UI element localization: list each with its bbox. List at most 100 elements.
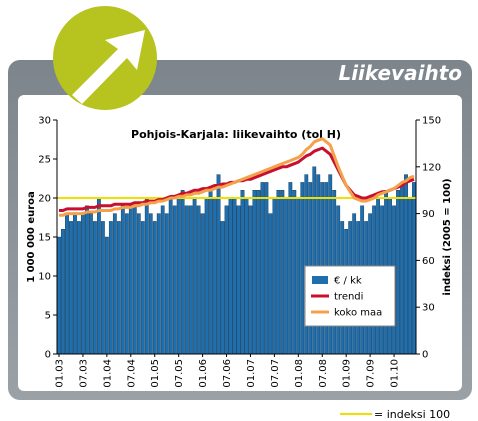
bar <box>316 174 321 355</box>
bar <box>264 182 269 355</box>
bar <box>396 189 400 355</box>
bar <box>132 205 137 355</box>
y-tick-label: 25 <box>38 155 51 166</box>
bar <box>236 205 241 355</box>
x-tick-label: 01.06 <box>198 359 209 388</box>
bar <box>272 197 277 355</box>
y2-tick-label: 150 <box>422 116 441 127</box>
bar <box>112 213 117 355</box>
bar <box>156 213 161 355</box>
reference-label: = indeksi 100 <box>374 408 450 421</box>
bar <box>400 182 404 355</box>
y2-tick-label: 90 <box>422 209 435 220</box>
logo-circle <box>53 6 157 110</box>
bar <box>200 213 205 355</box>
chart-title: Pohjois-Karjala: liikevaihto (tol H) <box>131 128 341 141</box>
bar <box>188 205 193 355</box>
bar <box>204 197 209 355</box>
bar <box>77 221 81 355</box>
y-tick-label: 20 <box>38 194 51 205</box>
bar <box>89 213 93 355</box>
bar <box>216 174 221 355</box>
bar <box>244 197 249 355</box>
bar <box>328 174 333 355</box>
legend-label: € / kk <box>334 276 362 287</box>
bar <box>172 205 177 355</box>
x-tick-label: 07.09 <box>366 359 377 388</box>
bar <box>184 205 189 355</box>
y2-axis-label: indeksi (2005 = 100) <box>442 178 453 295</box>
bar <box>252 189 257 355</box>
y-axis-label: 1 000 000 euroa <box>26 191 37 283</box>
y2-tick-label: 0 <box>422 350 428 361</box>
bar <box>160 205 165 355</box>
y-tick-label: 10 <box>38 272 51 283</box>
bar <box>100 221 105 355</box>
legend-label: trendi <box>334 292 363 303</box>
bar <box>65 213 69 355</box>
bar <box>192 197 197 355</box>
bar <box>280 189 285 355</box>
bar <box>120 205 125 355</box>
bar <box>408 197 412 355</box>
x-tick-label: 01.04 <box>102 359 113 388</box>
x-tick-label: 07.07 <box>270 359 281 388</box>
x-tick-label: 01.08 <box>294 359 305 388</box>
bar <box>85 205 89 355</box>
bar <box>104 236 109 355</box>
bar <box>256 189 261 355</box>
bar <box>144 197 149 355</box>
bar <box>268 213 273 355</box>
bar <box>412 182 416 355</box>
x-tick-label: 07.05 <box>174 359 185 388</box>
bar <box>240 189 245 355</box>
x-tick-label: 07.03 <box>78 359 89 388</box>
y-tick-label: 0 <box>45 350 51 361</box>
bar <box>108 221 113 355</box>
y2-tick-label: 120 <box>422 162 441 173</box>
bar <box>248 205 253 355</box>
legend-swatch <box>312 276 328 284</box>
bar <box>152 221 157 355</box>
bar <box>96 197 101 355</box>
bar <box>220 221 225 355</box>
bar <box>180 189 185 355</box>
x-tick-label: 07.04 <box>126 359 137 388</box>
bar <box>304 174 309 355</box>
bar <box>276 189 281 355</box>
x-tick-label: 01.09 <box>342 359 353 388</box>
y-tick-label: 5 <box>45 311 51 322</box>
bar <box>212 197 217 355</box>
bar <box>124 213 129 355</box>
bar <box>69 221 73 355</box>
logo-arrow <box>72 30 145 104</box>
bar <box>136 213 141 355</box>
bar <box>224 205 229 355</box>
legend-label: koko maa <box>334 308 382 319</box>
bar <box>148 213 153 355</box>
bar <box>228 197 233 355</box>
bar <box>288 182 293 355</box>
bar <box>296 197 301 355</box>
line-series <box>59 137 415 217</box>
bar <box>116 221 121 355</box>
bar <box>168 197 173 355</box>
bar <box>57 236 61 355</box>
bar <box>292 189 297 355</box>
bar <box>73 213 77 355</box>
bar <box>128 205 133 355</box>
bar <box>81 213 85 355</box>
bar <box>140 221 145 355</box>
y2-tick-label: 30 <box>422 303 435 314</box>
x-tick-label: 01.07 <box>246 359 257 388</box>
bar <box>300 182 305 355</box>
x-tick-label: 07.08 <box>318 359 329 388</box>
bar <box>232 197 237 355</box>
y2-tick-label: 60 <box>422 256 435 267</box>
bar <box>196 205 201 355</box>
bar <box>284 197 289 355</box>
bar <box>260 182 265 355</box>
bar <box>164 213 169 355</box>
bar <box>61 228 65 355</box>
bar <box>208 189 213 355</box>
